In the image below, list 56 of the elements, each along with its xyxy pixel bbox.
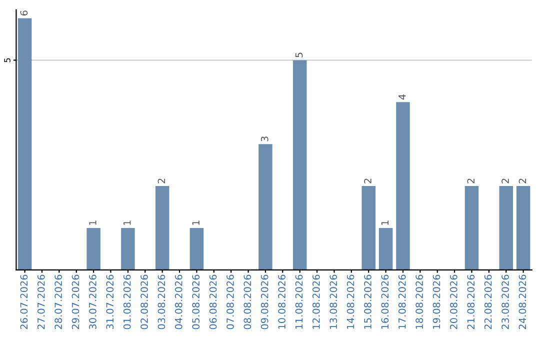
bar <box>464 186 479 270</box>
bar <box>258 144 272 270</box>
x-tick-label: 18.08.2026 <box>416 274 423 329</box>
x-tick-label: 10.08.2026 <box>278 274 286 329</box>
x-tick-label: 31.07.2026 <box>106 274 114 330</box>
data-label: 2 <box>502 178 509 184</box>
x-tick-label: 06.08.2026 <box>209 274 217 330</box>
data-label: 2 <box>158 178 165 184</box>
data-label: 1 <box>89 220 96 225</box>
x-tick-label: 26.07.2026 <box>20 274 28 330</box>
x-tick-label: 24.08.2026 <box>518 274 526 330</box>
bar <box>362 186 376 270</box>
x-tick-label: 05.08.2026 <box>192 274 200 330</box>
x-tick-label: 23.08.2026 <box>502 274 509 330</box>
data-label: 2 <box>518 178 526 184</box>
x-tick-label: 07.08.2026 <box>226 274 234 330</box>
x-tick-label: 12.08.2026 <box>312 274 320 329</box>
x-tick-label: 03.08.2026 <box>158 274 166 330</box>
x-tick-label: 21.08.2026 <box>467 274 475 330</box>
data-label: 1 <box>381 220 388 225</box>
bar <box>18 18 32 270</box>
data-label: 2 <box>467 178 474 184</box>
data-label: 2 <box>364 178 372 184</box>
x-tick-label: 19.08.2026 <box>432 274 440 329</box>
bar <box>396 102 410 270</box>
bar <box>190 228 204 270</box>
x-tick-label: 04.08.2026 <box>174 274 182 330</box>
bar <box>86 228 100 270</box>
x-tick-label: 29.07.2026 <box>72 274 80 330</box>
bar <box>499 186 513 270</box>
x-tick-label: 16.08.2026 <box>381 274 389 329</box>
data-label: 4 <box>398 94 406 100</box>
x-tick-label: 28.07.2026 <box>54 274 62 330</box>
x-tick-label: 15.08.2026 <box>364 274 372 329</box>
data-label: 1 <box>192 220 200 225</box>
x-tick-label: 09.08.2026 <box>260 274 268 330</box>
x-tick-label: 01.08.2026 <box>123 274 131 330</box>
x-tick-label: 27.07.2026 <box>37 274 45 330</box>
bar <box>121 228 135 270</box>
x-tick-label: 30.07.2026 <box>89 274 96 330</box>
bar <box>378 228 393 270</box>
bar <box>292 60 307 270</box>
x-tick-label: 08.08.2026 <box>244 274 252 330</box>
data-label: 1 <box>124 220 131 225</box>
x-tick-label: 02.08.2026 <box>140 274 148 330</box>
data-label: 6 <box>20 10 28 16</box>
data-label: 3 <box>260 136 268 142</box>
data-label: 5 <box>295 52 303 58</box>
bar <box>516 186 530 270</box>
x-tick-label: 17.08.2026 <box>398 274 406 329</box>
x-tick-label: 20.08.2026 <box>450 274 458 330</box>
x-tick-label: 14.08.2026 <box>346 274 354 329</box>
x-tick-label: 11.08.2026 <box>295 274 303 329</box>
x-tick-label: 13.08.2026 <box>330 274 338 329</box>
bar <box>155 186 170 270</box>
x-tick-label: 22.08.2026 <box>484 274 492 330</box>
